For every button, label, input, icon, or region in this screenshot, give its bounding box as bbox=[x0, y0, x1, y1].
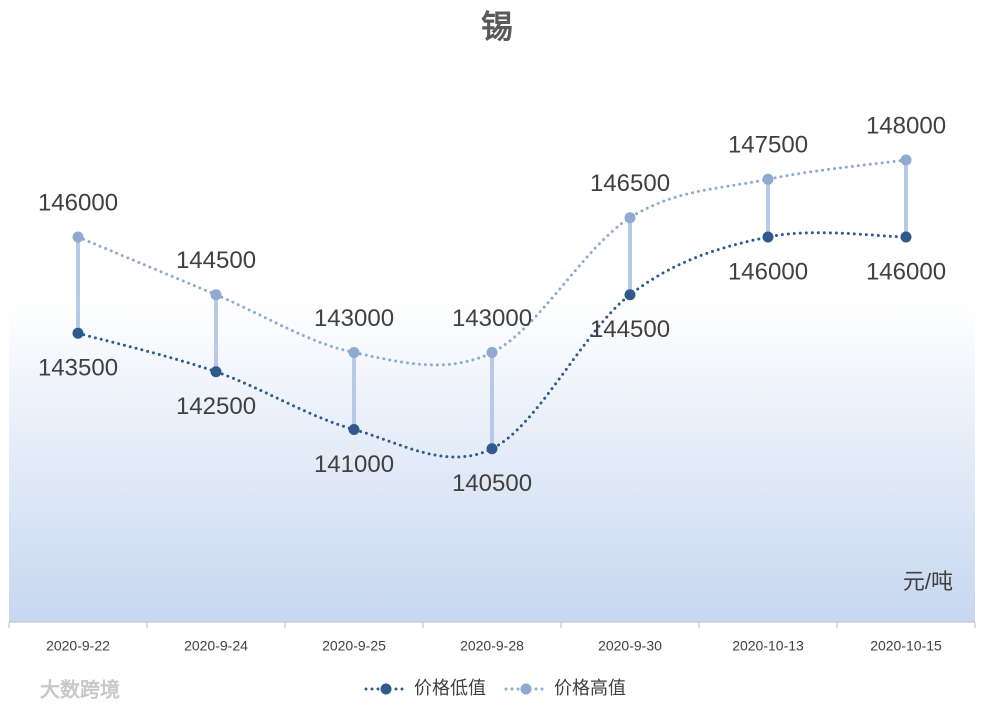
data-point bbox=[72, 327, 84, 339]
x-tick-label: 2020-9-30 bbox=[598, 638, 662, 654]
data-point bbox=[210, 366, 222, 378]
data-label: 146000 bbox=[866, 258, 946, 285]
data-point bbox=[348, 347, 360, 358]
x-tick-label: 2020-9-22 bbox=[46, 638, 110, 654]
data-point bbox=[624, 289, 636, 301]
data-label: 146000 bbox=[38, 189, 118, 216]
x-tick-label: 2020-10-15 bbox=[870, 638, 942, 654]
data-label: 144500 bbox=[590, 316, 670, 343]
unit-label: 元/吨 bbox=[903, 569, 953, 594]
data-point bbox=[486, 347, 498, 358]
data-label: 142500 bbox=[176, 393, 256, 420]
x-tick-label: 2020-10-13 bbox=[732, 638, 804, 654]
data-point bbox=[486, 443, 498, 455]
legend-label: 价格高值 bbox=[554, 678, 626, 698]
data-label: 147500 bbox=[728, 132, 808, 159]
data-point bbox=[762, 173, 774, 185]
legend-marker bbox=[520, 683, 532, 695]
data-point bbox=[624, 212, 636, 224]
data-label: 141000 bbox=[314, 451, 394, 478]
legend-marker bbox=[380, 683, 392, 695]
data-point bbox=[348, 424, 360, 435]
x-tick-label: 2020-9-24 bbox=[184, 638, 248, 654]
data-label: 143000 bbox=[314, 305, 394, 332]
chart-title: 锡 bbox=[481, 8, 513, 44]
data-label: 143500 bbox=[38, 355, 118, 382]
data-point bbox=[762, 231, 774, 243]
data-label: 146000 bbox=[728, 258, 808, 285]
data-label: 146500 bbox=[590, 170, 670, 197]
data-point bbox=[900, 154, 912, 166]
x-tick-label: 2020-9-25 bbox=[322, 638, 386, 654]
data-label: 143000 bbox=[452, 305, 532, 332]
data-point bbox=[72, 231, 84, 243]
x-tick-label: 2020-9-28 bbox=[460, 638, 524, 654]
legend-label: 价格低值 bbox=[414, 678, 486, 698]
data-label: 144500 bbox=[176, 247, 256, 274]
data-label: 140500 bbox=[452, 470, 532, 497]
watermark: 大数跨境 bbox=[40, 677, 120, 701]
data-point bbox=[900, 231, 912, 243]
data-point bbox=[210, 289, 222, 301]
data-label: 148000 bbox=[866, 112, 946, 139]
